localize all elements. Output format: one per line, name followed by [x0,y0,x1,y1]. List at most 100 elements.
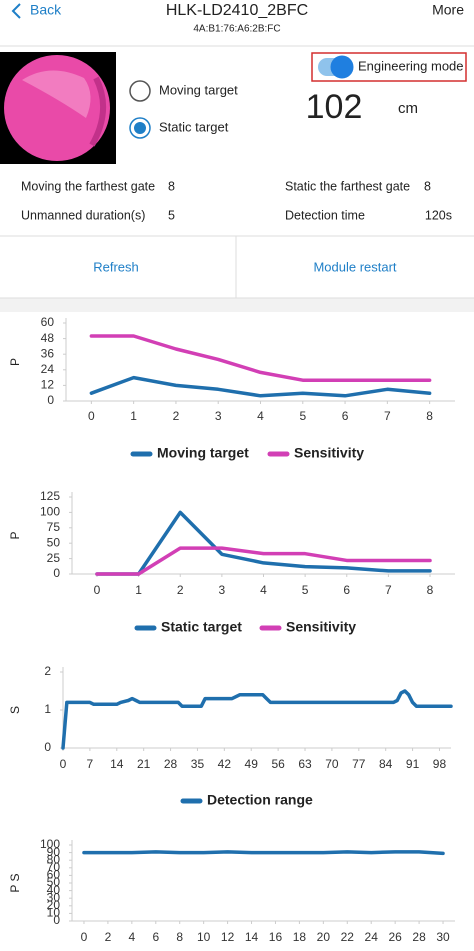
x-tick-label: 4 [257,409,264,423]
x-tick-label: 35 [191,757,205,771]
x-tick-label: 30 [436,930,450,944]
x-tick-label: 0 [94,583,101,597]
y-tick-label: 1 [44,702,51,716]
x-tick-label: 8 [176,930,183,944]
device-title: HLK-LD2410_2BFC [166,2,308,19]
y-tick-label: 12 [41,378,55,392]
y-tick-label: 0 [53,566,60,580]
y-tick-label: 10 [47,906,61,920]
radio-circle[interactable] [129,80,151,102]
data-line [95,546,432,576]
y-tick-label: 24 [41,362,55,376]
status-rim [89,76,107,147]
radio-option[interactable]: Moving target [129,80,238,102]
info-value: 8 [424,179,431,193]
x-tick-label: 70 [325,757,339,771]
data-line [82,850,445,856]
x-tick-label: 84 [379,757,393,771]
legend-label: Detection range [207,792,313,808]
x-tick-label: 91 [406,757,420,771]
info-label: Moving the farthest gate [21,179,155,193]
y-axis-label: P [8,358,22,366]
radio-option[interactable]: Static target [129,117,229,139]
engineering-toggle[interactable] [318,55,354,79]
y-tick-label: 40 [47,883,61,897]
data-line [61,689,453,750]
x-tick-label: 2 [177,583,184,597]
x-tick-label: 6 [343,583,350,597]
legend-label: Sensitivity [286,619,356,635]
y-axis-label: P S [8,873,22,892]
y-tick-label: 75 [47,520,61,534]
info-label: Static the farthest gate [285,179,410,193]
legend-label: Static target [161,619,242,635]
distance-unit: cm [398,100,418,117]
y-tick-label: 0 [47,393,54,407]
radio-label[interactable]: Moving target [159,82,238,97]
x-tick-label: 22 [341,930,355,944]
x-tick-label: 7 [385,583,392,597]
radio-circle[interactable] [129,117,151,139]
legend-label: Moving target [157,445,249,461]
x-tick-label: 1 [130,409,137,423]
y-tick-label: 0 [53,913,60,927]
highlight-box [311,52,467,82]
y-tick-label: 70 [47,860,61,874]
device-address: 4A:B1:76:A6:2B:FC [193,24,280,35]
x-tick-label: 18 [293,930,307,944]
x-tick-label: 0 [81,930,88,944]
more-button[interactable]: More [432,2,464,18]
toggle-label: Engineering mode [358,58,464,73]
info-value: 120s [425,208,452,222]
status-highlight [22,70,91,118]
y-tick-label: 60 [41,315,55,329]
x-tick-label: 10 [197,930,211,944]
x-tick-label: 0 [60,757,67,771]
data-line [89,375,432,398]
x-tick-label: 5 [302,583,309,597]
toggle-knob[interactable] [330,55,354,79]
y-tick-label: 125 [40,489,60,503]
x-tick-label: 6 [342,409,349,423]
x-tick-label: 2 [105,930,112,944]
y-tick-label: 36 [41,346,55,360]
x-tick-label: 3 [219,583,226,597]
info-label: Detection time [285,208,365,222]
chevron [11,3,21,19]
x-tick-label: 16 [269,930,283,944]
x-tick-label: 0 [88,409,95,423]
y-tick-label: 2 [44,664,51,678]
x-tick-label: 63 [298,757,312,771]
y-tick-label: 20 [47,898,61,912]
x-tick-label: 42 [218,757,232,771]
x-tick-label: 24 [365,930,379,944]
y-tick-label: 48 [41,331,55,345]
y-axis-label: S [8,706,22,714]
info-value: 8 [168,179,175,193]
back-label[interactable]: Back [30,2,62,18]
back-button[interactable]: Back [11,2,62,19]
x-tick-label: 49 [245,757,259,771]
x-tick-label: 6 [152,930,159,944]
x-tick-label: 12 [221,930,235,944]
restart-button[interactable]: Module restart [313,259,396,274]
x-tick-label: 20 [317,930,331,944]
y-tick-label: 60 [47,868,61,882]
x-tick-label: 3 [215,409,222,423]
x-tick-label: 1 [135,583,142,597]
x-tick-label: 7 [384,409,391,423]
x-tick-label: 28 [164,757,178,771]
refresh-button[interactable]: Refresh [93,259,139,274]
x-tick-label: 56 [271,757,285,771]
header-bar [0,0,474,46]
y-tick-label: 100 [40,837,60,851]
info-value: 5 [168,208,175,222]
y-tick-label: 90 [47,845,61,859]
radio-label[interactable]: Static target [159,119,229,134]
y-tick-label: 30 [47,890,61,904]
y-tick-label: 80 [47,852,61,866]
data-line [89,334,432,382]
y-tick-label: 50 [47,875,61,889]
